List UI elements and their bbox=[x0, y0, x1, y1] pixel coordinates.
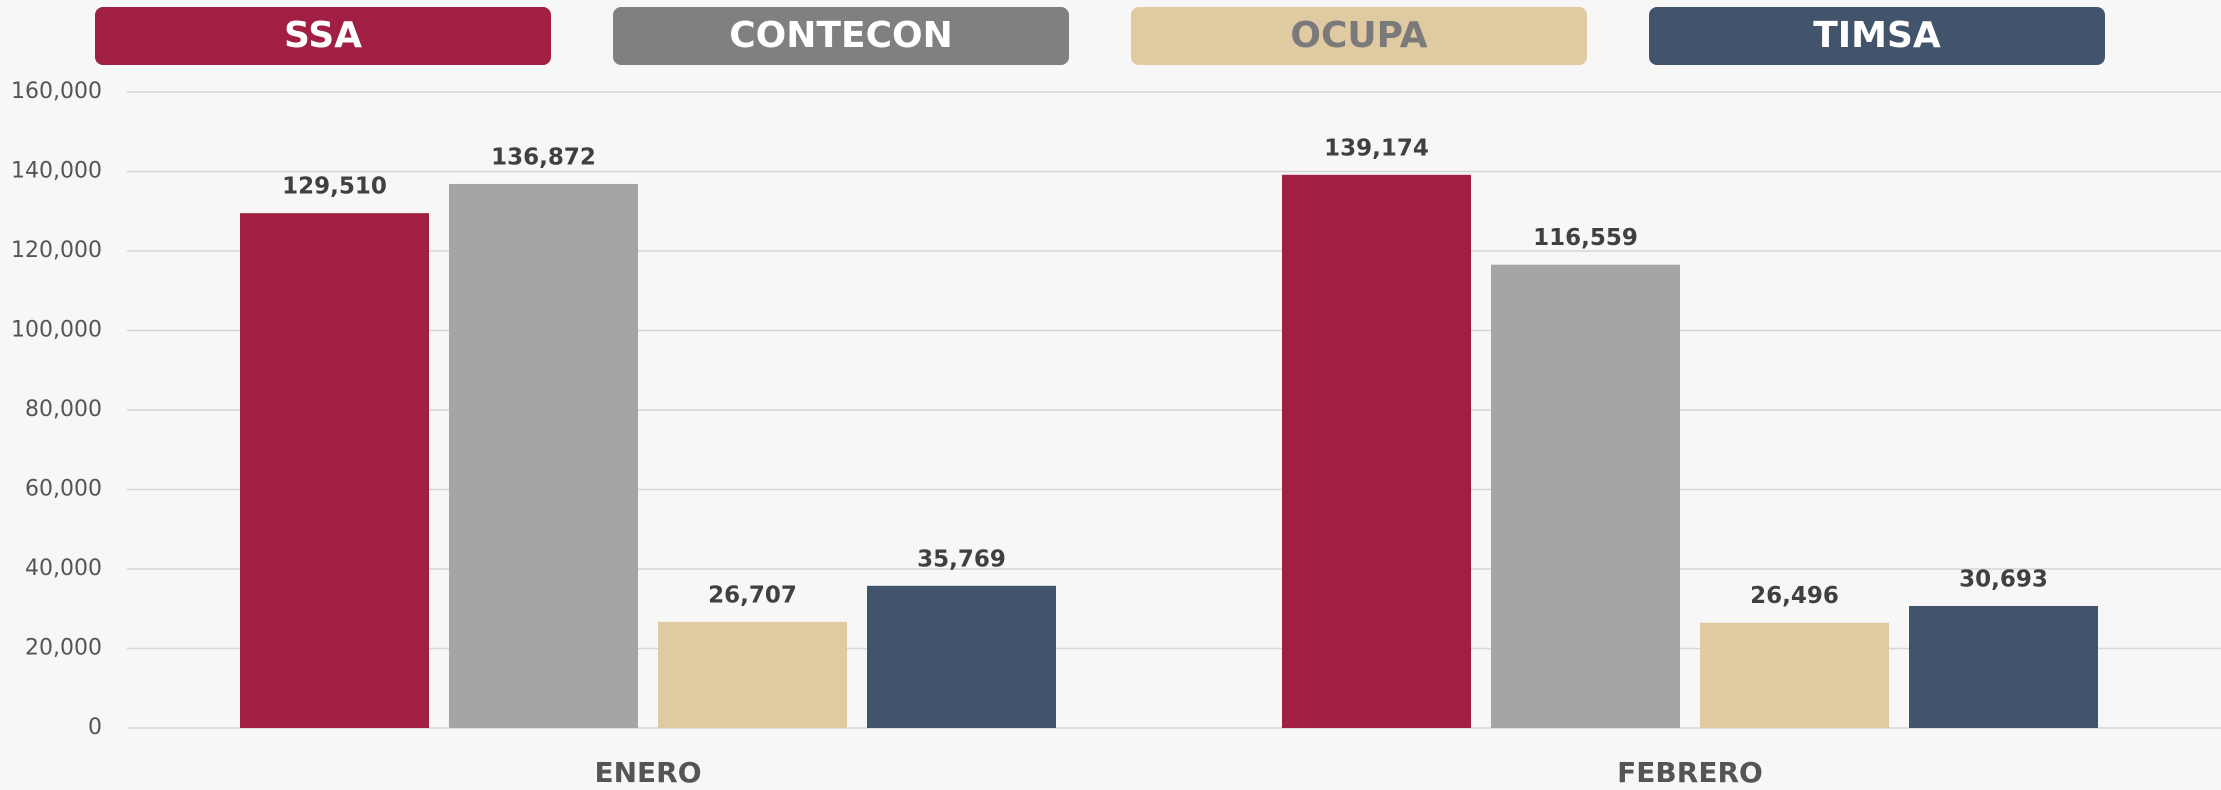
legend-label: SSA bbox=[284, 15, 362, 56]
value-label: 26,496 bbox=[1750, 583, 1839, 609]
value-label: 129,510 bbox=[282, 174, 387, 200]
bar bbox=[449, 184, 638, 728]
y-tick-label: 20,000 bbox=[25, 636, 102, 661]
y-tick-label: 80,000 bbox=[25, 397, 102, 422]
bar bbox=[1909, 606, 2098, 728]
value-label: 26,707 bbox=[708, 582, 797, 608]
chart: SSA CONTECON OCUPA TIMSA 0 20,000 40,000 60,000… bbox=[0, 0, 2221, 790]
value-label: 136,872 bbox=[491, 144, 596, 170]
bar bbox=[867, 586, 1056, 728]
legend-label: OCUPA bbox=[1290, 15, 1427, 56]
legend-label: TIMSA bbox=[1813, 15, 1941, 56]
y-tick-label: 60,000 bbox=[25, 477, 102, 502]
x-tick-label: ENERO bbox=[594, 756, 701, 789]
bar bbox=[1700, 623, 1889, 728]
y-tick-label: 160,000 bbox=[11, 79, 102, 104]
y-tick-label: 40,000 bbox=[25, 556, 102, 581]
x-tick-label: FEBRERO bbox=[1617, 756, 1763, 789]
bar bbox=[1282, 175, 1471, 728]
legend-label: CONTECON bbox=[729, 15, 952, 56]
bar bbox=[1491, 265, 1680, 728]
value-label: 30,693 bbox=[1959, 566, 2048, 592]
value-label: 139,174 bbox=[1324, 135, 1429, 161]
y-tick-label: 0 bbox=[88, 715, 102, 740]
bar bbox=[658, 622, 847, 728]
y-tick-label: 100,000 bbox=[11, 318, 102, 343]
y-tick-label: 140,000 bbox=[11, 159, 102, 184]
value-label: 35,769 bbox=[917, 546, 1006, 572]
bar bbox=[240, 213, 429, 728]
y-tick-label: 120,000 bbox=[11, 238, 102, 263]
value-label: 116,559 bbox=[1533, 225, 1638, 251]
